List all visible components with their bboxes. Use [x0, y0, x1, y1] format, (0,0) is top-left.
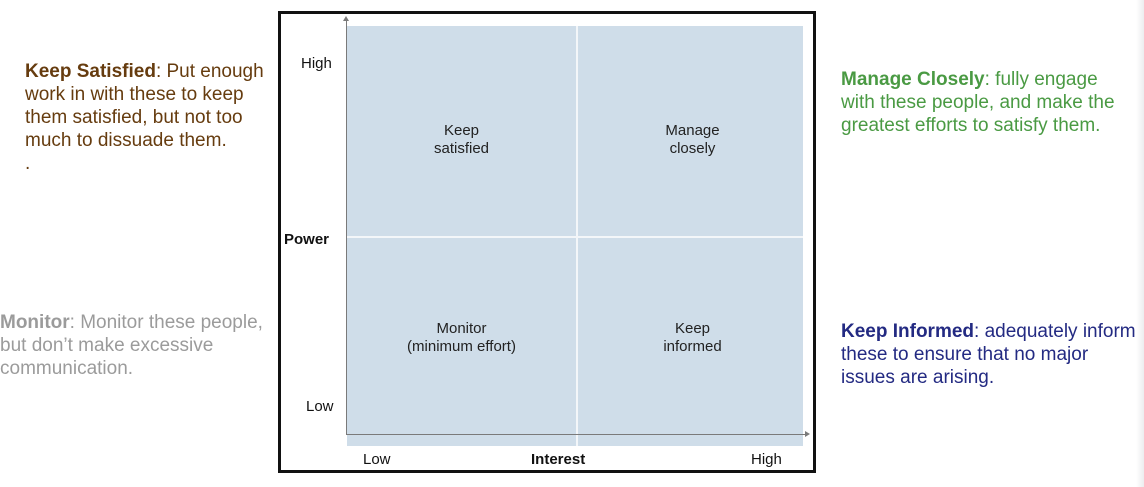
- keep-satisfied-note: Keep Satisfied: Put enough work in with …: [25, 60, 275, 175]
- keep-satisfied-trailing: .: [25, 153, 31, 174]
- manage-closely-title: Manage Closely: [841, 69, 985, 90]
- quadrant-keep-informed-line1: Keep: [674, 320, 711, 337]
- monitor-note: Monitor: Monitor these people, but don’t…: [0, 311, 275, 380]
- keep-informed-text: : adequately inform these to ensure that…: [841, 321, 1136, 388]
- quadrant-manage-closely-line1: Manage: [665, 122, 720, 139]
- x-axis-line: [346, 434, 808, 435]
- keep-informed-title: Keep Informed: [841, 321, 975, 342]
- manage-closely-note: Manage Closely: fully engage with these …: [841, 68, 1131, 137]
- quadrant-manage-closely: Manage closely: [578, 122, 807, 158]
- y-axis-low-label: Low: [306, 398, 334, 415]
- keep-informed-note: Keep Informed: adequately inform these t…: [841, 320, 1141, 389]
- x-axis-title: Interest: [531, 451, 586, 468]
- quadrant-keep-satisfied-line2: satisfied: [433, 140, 490, 157]
- quadrant-keep-informed: Keep informed: [578, 320, 807, 356]
- horizontal-divider: [347, 236, 803, 238]
- quadrant-monitor-line1: Monitor: [436, 320, 487, 337]
- y-axis-arrow-icon: [343, 16, 349, 21]
- matrix-frame: Keep satisfied Manage closely Monitor (m…: [278, 11, 816, 473]
- manage-closely-text: : fully engage with these people, and ma…: [841, 69, 1115, 136]
- quadrant-keep-satisfied: Keep satisfied: [347, 122, 576, 158]
- x-axis-high-label: High: [751, 451, 782, 468]
- x-axis-arrow-icon: [805, 431, 810, 437]
- keep-satisfied-title: Keep Satisfied: [25, 61, 156, 82]
- monitor-text: : Monitor these people, but don’t make e…: [0, 312, 263, 379]
- x-axis-low-label: Low: [363, 451, 391, 468]
- monitor-title: Monitor: [0, 312, 70, 333]
- matrix-grid: Keep satisfied Manage closely Monitor (m…: [347, 26, 803, 446]
- y-axis-line: [346, 18, 347, 435]
- quadrant-manage-closely-line2: closely: [669, 140, 716, 157]
- quadrant-keep-informed-line2: informed: [663, 338, 722, 355]
- y-axis-high-label: High: [301, 55, 332, 72]
- y-axis-title: Power: [284, 231, 330, 248]
- quadrant-keep-satisfied-line1: Keep: [443, 122, 480, 139]
- quadrant-monitor-line2: (minimum effort): [407, 338, 516, 355]
- quadrant-monitor: Monitor (minimum effort): [347, 320, 576, 356]
- slide-edge-strip: [1136, 0, 1144, 487]
- keep-satisfied-text: : Put enough work in with these to keep …: [25, 61, 264, 151]
